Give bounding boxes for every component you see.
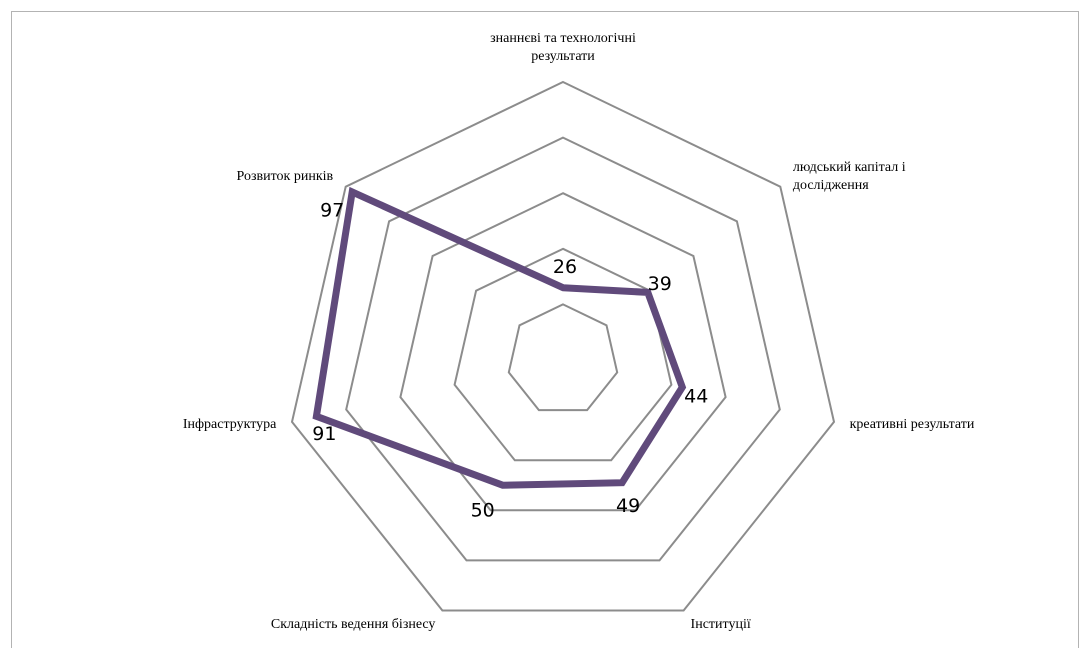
grid-ring — [507, 303, 619, 412]
data-label: 97 — [320, 199, 344, 221]
axis-label: знаннєві та технологічні результати — [490, 31, 636, 64]
data-label: 91 — [312, 423, 336, 445]
data-label: 39 — [648, 273, 672, 295]
data-label: 49 — [616, 495, 640, 517]
grid-ring — [453, 247, 673, 462]
data-label: 26 — [553, 256, 577, 278]
data-label: 44 — [684, 386, 708, 408]
grid-ring — [290, 80, 836, 612]
axis-label: Інфраструктура — [182, 417, 277, 433]
axis-label: людський капітал і дослідження — [792, 159, 906, 193]
axis-label: Розвиток ринків — [236, 168, 334, 184]
chart-frame — [11, 11, 1079, 648]
grid-ring — [345, 136, 781, 562]
data-line — [312, 186, 687, 489]
axis-label: Складність ведення бізнесу — [270, 616, 436, 632]
grid-ring — [399, 192, 727, 512]
data-label: 50 — [471, 500, 495, 522]
axis-label: креативні результати — [849, 417, 975, 433]
axis-label: Інституції — [690, 616, 751, 632]
